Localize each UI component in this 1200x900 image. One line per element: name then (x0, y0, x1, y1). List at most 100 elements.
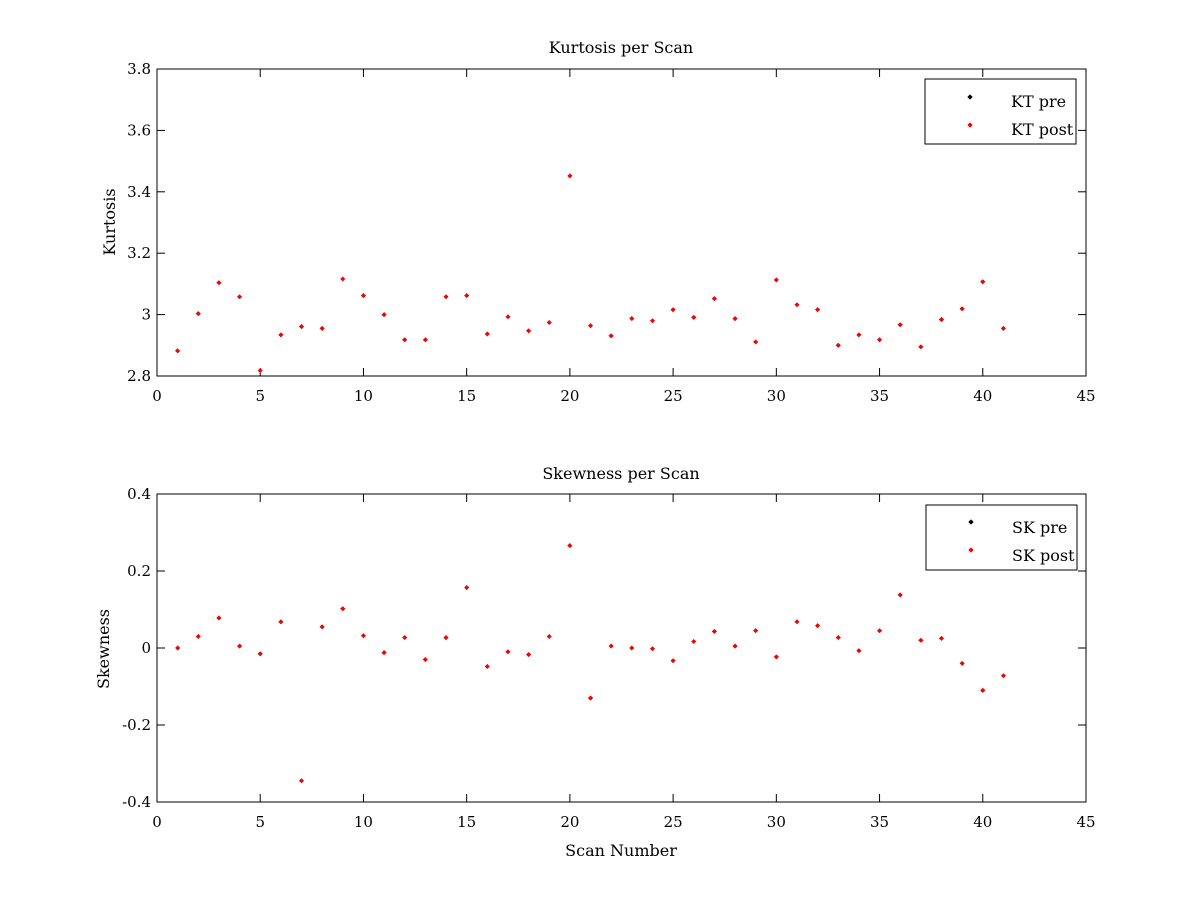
skewness-axis-ticks: 0 5 10 15 20 25 30 35 40 45 -0.4 -0.2 0 0.2 0.4 (122, 485, 1095, 831)
kurtosis-point-kt-post (732, 316, 738, 322)
kurtosis-axis-ticks: 0 5 10 15 20 25 30 35 40 45 2.8 3 3.2 3.4 3.6 3.8 (127, 60, 1095, 405)
kurtosis-point-kt-post (1000, 325, 1006, 331)
legend-label-sk-pre: SK pre (1012, 518, 1067, 537)
skewness-point-sk-post (422, 656, 428, 663)
skewness-point-sk-post (670, 658, 676, 664)
kurtosis-x-tick-label: 0 (152, 387, 162, 405)
skewness-point-sk-post (195, 633, 201, 640)
kurtosis-point-kt-post (422, 337, 428, 343)
skewness-data-points (175, 543, 1006, 784)
kurtosis-point-kt-post (897, 322, 903, 328)
skewness-point-sk-post (794, 619, 800, 625)
skewness-point-sk-post (464, 585, 470, 591)
legend-label-sk-post: SK post (1012, 546, 1075, 565)
skewness-x-tick-label: 25 (664, 813, 683, 831)
skewness-point-sk-post (526, 651, 532, 658)
skewness-y-tick-label: 0 (141, 639, 151, 657)
kurtosis-y-tick-label: 3.6 (127, 121, 151, 139)
skewness-y-tick-label: -0.4 (122, 793, 151, 811)
kurtosis-point-kt-post (918, 344, 924, 350)
kurtosis-point-kt-post (815, 307, 821, 313)
kurtosis-point-kt-post (237, 294, 243, 300)
kurtosis-point-kt-post (526, 328, 532, 334)
kurtosis-point-kt-post (773, 277, 779, 283)
kurtosis-x-tick-label: 15 (457, 387, 476, 405)
skewness-point-sk-post (360, 633, 366, 639)
kurtosis-y-tick-label: 3 (141, 306, 151, 324)
skewness-legend-box (925, 504, 1078, 571)
kurtosis-point-kt-post (691, 314, 697, 320)
skewness-point-sk-post (546, 633, 552, 640)
skewness-point-sk-post (877, 628, 883, 634)
legend-marker-sk-pre (968, 519, 974, 525)
kurtosis-data-points (175, 173, 1006, 374)
kurtosis-point-kt-post (505, 314, 511, 320)
legend-marker-kt-post (967, 122, 973, 128)
kurtosis-point-kt-post (856, 332, 862, 338)
skewness-x-tick-label: 20 (560, 813, 579, 831)
legend-marker-diamond (968, 519, 974, 525)
kurtosis-point-kt-post (587, 323, 594, 329)
kurtosis-point-kt-post (402, 337, 408, 343)
kurtosis-point-kt-post (464, 293, 470, 299)
kurtosis-point-kt-post (711, 296, 717, 302)
skewness-point-sk-post (567, 543, 573, 549)
kurtosis-point-kt-post (195, 311, 201, 317)
kurtosis-y-tick-label: 3.2 (127, 244, 151, 262)
skewness-y-tick-label: -0.2 (122, 716, 151, 734)
skewness-point-sk-post (959, 660, 965, 666)
skewness-x-tick-label: 45 (1076, 813, 1095, 831)
skewness-point-sk-post (711, 628, 717, 634)
skewness-point-sk-post (753, 628, 759, 634)
kurtosis-point-kt-post (443, 294, 449, 300)
skewness-legend: SK pre SK post (925, 504, 1078, 571)
kurtosis-y-axis-label: Kurtosis (100, 188, 119, 255)
legend-label-kt-post: KT post (1011, 120, 1074, 139)
skewness-subplot: Skewness per Scan Skewness Scan Number 0… (94, 464, 1096, 860)
kurtosis-point-kt-post (567, 173, 573, 179)
kurtosis-x-tick-label: 25 (664, 387, 683, 405)
skewness-point-sk-post (918, 637, 924, 643)
skewness-y-tick-label: 0.2 (127, 562, 151, 580)
skewness-point-sk-post (340, 606, 346, 612)
skewness-x-tick-label: 5 (255, 813, 265, 831)
skewness-point-sk-post (1000, 673, 1006, 679)
kurtosis-point-kt-post (257, 367, 263, 374)
skewness-point-sk-post (980, 687, 986, 693)
skewness-point-sk-post (237, 643, 243, 649)
kurtosis-point-kt-post (360, 293, 366, 299)
kurtosis-subplot: Kurtosis per Scan Kurtosis 0 5 10 15 20 25 30 3… (100, 38, 1096, 405)
kurtosis-point-kt-post (484, 331, 490, 337)
skewness-point-sk-post (175, 645, 181, 651)
kurtosis-point-kt-post (794, 302, 800, 308)
kurtosis-x-tick-label: 35 (870, 387, 889, 405)
kurtosis-point-kt-post (381, 312, 387, 318)
skewness-x-tick-label: 35 (870, 813, 889, 831)
kurtosis-point-kt-post (980, 279, 986, 285)
kurtosis-x-tick-label: 30 (767, 387, 786, 405)
skewness-y-axis-label: Skewness (94, 609, 113, 689)
skewness-point-sk-post (319, 624, 325, 630)
kurtosis-point-kt-post (649, 318, 656, 324)
skewness-x-axis-label: Scan Number (565, 841, 677, 860)
kurtosis-point-kt-post (216, 280, 222, 286)
kurtosis-point-kt-post (753, 339, 759, 345)
kurtosis-point-kt-post (629, 316, 635, 322)
skewness-point-sk-post (484, 663, 490, 670)
skewness-point-sk-post (649, 646, 656, 652)
kurtosis-y-tick-label: 2.8 (127, 367, 151, 385)
kurtosis-point-kt-post (608, 333, 614, 339)
kurtosis-point-kt-post (340, 276, 346, 282)
skewness-point-sk-post (938, 635, 945, 641)
kurtosis-legend: KT pre KT post (924, 78, 1077, 145)
kurtosis-x-tick-label: 45 (1076, 387, 1095, 405)
skewness-point-sk-post (608, 643, 614, 649)
skewness-point-sk-post (216, 615, 222, 621)
skewness-point-sk-post (587, 695, 594, 701)
skewness-x-tick-label: 10 (354, 813, 373, 831)
skewness-point-sk-post (897, 592, 903, 598)
legend-label-kt-pre: KT pre (1011, 92, 1066, 111)
kurtosis-point-kt-post (938, 316, 945, 323)
